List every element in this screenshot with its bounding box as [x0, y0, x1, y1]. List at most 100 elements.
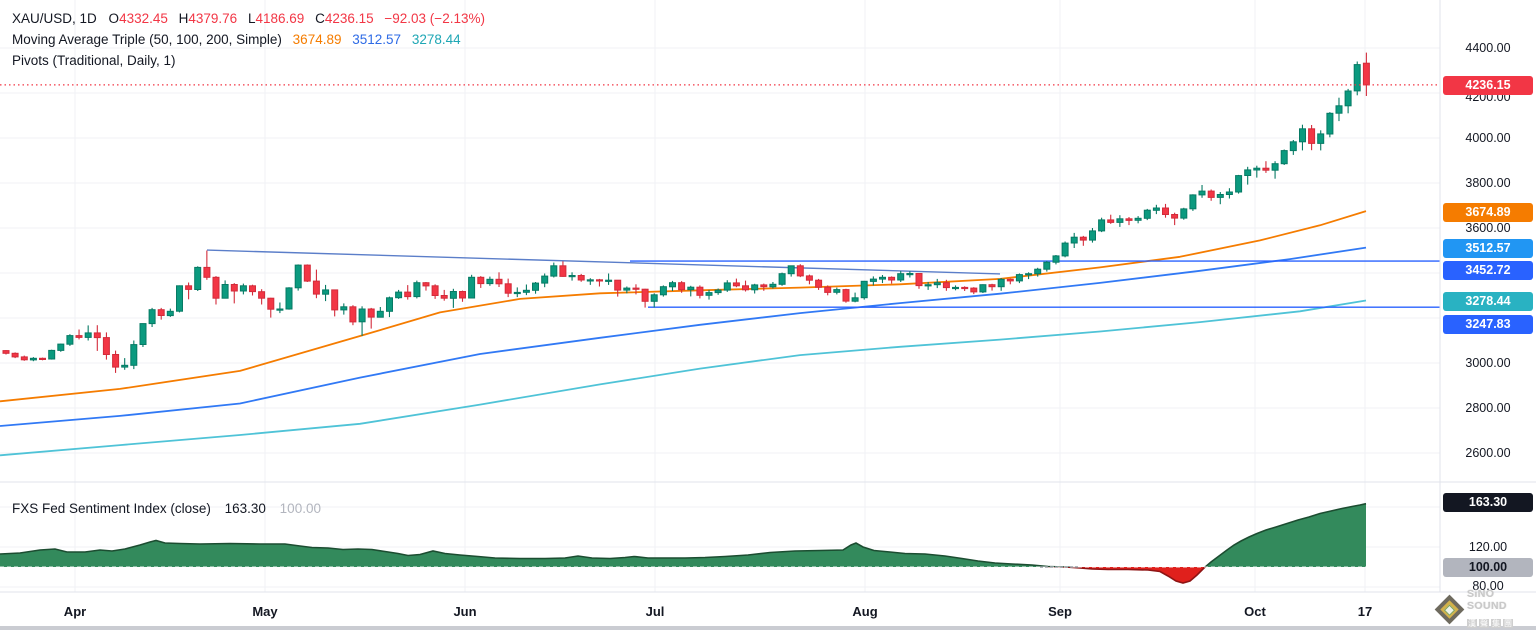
candle-body — [258, 291, 266, 299]
candle-body — [486, 278, 494, 285]
price-axis-badge: 3278.44 — [1443, 291, 1533, 311]
candle-body — [1262, 167, 1270, 171]
candle-body — [29, 357, 37, 361]
candle-body — [787, 265, 795, 275]
candle-body — [1299, 128, 1306, 143]
candle-body — [687, 286, 695, 291]
candle-body — [395, 291, 403, 299]
candle-body — [1125, 218, 1133, 221]
candle-body — [102, 337, 110, 356]
price-axis-badge: 3674.89 — [1443, 202, 1533, 222]
candle-body — [596, 279, 603, 282]
candle-body — [440, 295, 448, 299]
candle-body — [130, 344, 138, 366]
price-axis-badge: 4236.15 — [1443, 75, 1533, 95]
low-label: L — [247, 11, 256, 26]
candle-body — [933, 282, 941, 286]
candle-body — [249, 285, 256, 293]
candle-body — [1344, 90, 1352, 107]
candle-body — [267, 297, 275, 310]
candle-body — [550, 265, 558, 277]
candle-body — [942, 282, 950, 289]
candle-body — [121, 364, 129, 368]
candle-body — [2, 350, 10, 354]
candle-body — [678, 282, 686, 291]
price-axis-label: 3800.00 — [1465, 176, 1511, 190]
candle-body — [1171, 214, 1179, 219]
candle-body — [669, 282, 676, 288]
candle-body — [1335, 105, 1343, 114]
candle-body — [1070, 236, 1078, 244]
sentiment-legend-row[interactable]: FXS Fed Sentiment Index (close) 163.30 1… — [12, 501, 321, 516]
candle-body — [732, 282, 740, 287]
candle-body — [449, 291, 457, 299]
candle-body — [194, 266, 202, 290]
candle-body — [541, 275, 549, 284]
candle-body — [331, 289, 339, 311]
price-axis-badge: 3452.72 — [1443, 260, 1533, 280]
candle-body — [1225, 191, 1233, 195]
ma-legend-row[interactable]: Moving Average Triple (50, 100, 200, Sim… — [12, 29, 485, 50]
candle-body — [1271, 163, 1279, 171]
candle-body — [650, 294, 658, 302]
candle-body — [1143, 209, 1151, 219]
candle-body — [422, 282, 430, 287]
symbol-title: XAU/USD, 1D — [12, 11, 97, 26]
trendline[interactable] — [206, 249, 1001, 275]
candle-body — [322, 289, 330, 295]
candle-body — [1034, 268, 1042, 275]
time-axis-label[interactable]: 17 — [1357, 604, 1373, 619]
sma50-line — [0, 210, 1367, 403]
price-axis-label: 120.00 — [1468, 540, 1508, 554]
candle-body — [1025, 273, 1033, 276]
time-axis-label[interactable]: Jun — [453, 604, 477, 619]
candle-body — [75, 335, 83, 338]
candle-body — [605, 279, 613, 282]
candle-body — [1216, 194, 1224, 198]
candle-body — [48, 349, 56, 360]
price-axis-badge: 3247.83 — [1443, 314, 1533, 334]
candle-body — [1015, 274, 1023, 282]
time-axis-label[interactable]: Aug — [852, 604, 878, 619]
time-axis-label[interactable]: Oct — [1244, 604, 1266, 619]
ma50-value: 3674.89 — [292, 32, 342, 47]
candle-body — [20, 356, 28, 361]
time-axis-label[interactable]: May — [252, 604, 278, 619]
logo-title: SiNO SOUND — [1467, 587, 1507, 612]
ma200-value: 3278.44 — [411, 32, 461, 47]
candle-body — [532, 282, 539, 291]
time-axis-label[interactable]: Sep — [1048, 604, 1072, 619]
candle-body — [112, 354, 120, 368]
candle-body — [1098, 219, 1106, 232]
candle-body — [659, 286, 667, 296]
pivots-legend-row[interactable]: Pivots (Traditional, Daily, 1) — [12, 50, 485, 71]
candle-body — [1061, 242, 1069, 257]
candle-body — [961, 286, 969, 290]
candle-body — [1089, 230, 1096, 241]
price-axis-label: 4400.00 — [1465, 41, 1511, 55]
candle-body — [559, 265, 567, 277]
ma-label: Moving Average Triple (50, 100, 200, Sim… — [12, 32, 282, 47]
candle-body — [522, 289, 530, 293]
time-axis-label[interactable]: Apr — [63, 604, 87, 619]
candle-body — [997, 278, 1005, 288]
candle-body — [641, 288, 649, 302]
candle-body — [367, 308, 375, 318]
candle-body — [888, 276, 896, 281]
high-label: H — [178, 11, 189, 26]
candle-body — [1052, 255, 1060, 263]
candle-body — [212, 276, 220, 299]
open-label: O — [108, 11, 120, 26]
sino-sound-diamond-icon — [1434, 594, 1465, 624]
candle-body — [1362, 62, 1370, 86]
time-axis-label[interactable]: Jul — [645, 604, 665, 619]
candle-body — [714, 289, 722, 294]
candle-body — [1198, 190, 1206, 196]
logo-subtitle: 漢聲集團 — [1467, 618, 1513, 628]
candle-body — [459, 291, 466, 299]
candle-body — [860, 280, 868, 299]
symbol-legend-row[interactable]: XAU/USD, 1D O4332.45 H4379.76 L4186.69 C… — [12, 8, 485, 29]
candle-body — [239, 285, 247, 292]
